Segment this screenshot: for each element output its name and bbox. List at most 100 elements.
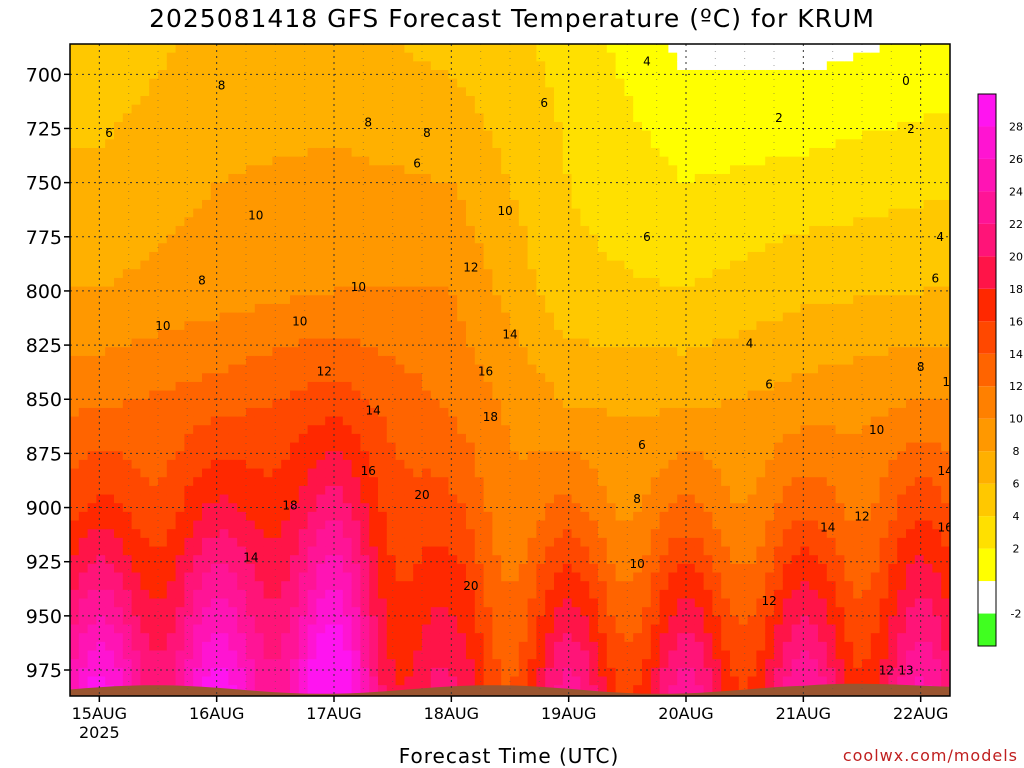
heatmap-cell [325,364,335,374]
heatmap-cell [404,373,414,383]
heatmap-cell [633,520,643,530]
heatmap-cell [202,485,212,496]
heatmap-cell [272,546,282,556]
heatmap-cell [70,546,80,556]
heatmap-cell [562,329,573,340]
heatmap-cell [158,225,168,236]
heatmap-cell [184,537,194,548]
heatmap-cell [193,650,203,660]
heatmap-cell [184,416,194,426]
heatmap-cell [263,589,273,600]
heatmap-cell [254,234,265,244]
heatmap-cell [290,269,300,279]
heatmap-cell [413,399,423,409]
heatmap-cell [501,217,511,227]
heatmap-cell [263,659,273,669]
heatmap-cell [571,364,581,374]
heatmap-cell [589,121,599,132]
heatmap-cell [114,191,124,201]
heatmap-cell [562,598,573,608]
heatmap-cell [193,399,203,409]
heatmap-cell [404,321,414,331]
heatmap-cell [149,234,159,244]
heatmap-cell [501,355,511,366]
heatmap-cell [430,130,441,140]
heatmap-cell [492,156,502,166]
heatmap-cell [166,78,177,88]
heatmap-cell [633,329,643,340]
heatmap-cell [518,442,529,452]
heatmap-cell [78,173,89,184]
heatmap-cell [466,624,476,634]
heatmap-cell [430,407,441,418]
heatmap-cell [430,139,441,149]
heatmap-cell [298,364,309,374]
heatmap-cell [184,182,194,192]
heatmap-cell [386,338,397,348]
heatmap-cell [158,468,168,478]
heatmap-cell [316,607,326,617]
heatmap-cell [158,520,168,530]
heatmap-cell [166,286,177,296]
heatmap-cell [166,199,177,210]
heatmap-cell [149,173,159,184]
heatmap-cell [87,217,97,227]
heatmap-cell [193,251,203,262]
heatmap-cell [237,217,247,227]
heatmap-cell [131,321,141,331]
heatmap-cell [545,303,555,314]
heatmap-cell [474,477,485,487]
heatmap-cell [510,44,520,54]
heatmap-cell [615,156,625,166]
heatmap-cell [237,676,247,686]
heatmap-cell [395,347,405,357]
heatmap-cell [149,624,159,634]
heatmap-cell [395,667,405,678]
heatmap-cell [492,468,502,478]
heatmap-cell [360,373,370,383]
heatmap-cell [131,451,141,461]
heatmap-cell [228,381,238,392]
heatmap-cell [325,78,335,88]
heatmap-cell [466,581,476,591]
heatmap-cell [413,156,423,166]
heatmap-cell [642,477,652,487]
heatmap-cell [510,511,520,522]
heatmap-cell [342,139,353,149]
heatmap-cell [492,433,502,444]
heatmap-cell [439,555,449,565]
heatmap-cell [78,433,89,444]
heatmap-cell [642,442,652,452]
heatmap-cell [246,615,256,626]
heatmap-cell [360,529,370,539]
heatmap-cell [281,338,291,348]
heatmap-cell [149,485,159,496]
heatmap-cell [369,69,379,80]
heatmap-cell [439,641,449,652]
heatmap-cell [158,676,168,686]
heatmap-cell [254,685,265,695]
heatmap-cell [140,165,150,175]
heatmap-cell [184,520,194,530]
heatmap-cell [413,451,423,461]
heatmap-cell [492,338,502,348]
heatmap-cell [140,338,150,348]
heatmap-cell [483,95,493,106]
heatmap-cell [580,633,590,643]
heatmap-cell [316,199,326,210]
heatmap-cell [237,121,247,132]
heatmap-cell [290,520,300,530]
heatmap-cell [298,303,309,314]
heatmap-cell [386,659,397,669]
heatmap-cell [615,581,625,591]
heatmap-cell [378,676,388,686]
heatmap-cell [316,69,326,80]
heatmap-cell [580,321,590,331]
heatmap-cell [598,251,608,262]
heatmap-cell [78,260,89,270]
heatmap-cell [598,217,608,227]
heatmap-cell [483,572,493,582]
heatmap-cell [114,147,124,158]
heatmap-cell [562,667,573,678]
heatmap-cell [545,624,555,634]
